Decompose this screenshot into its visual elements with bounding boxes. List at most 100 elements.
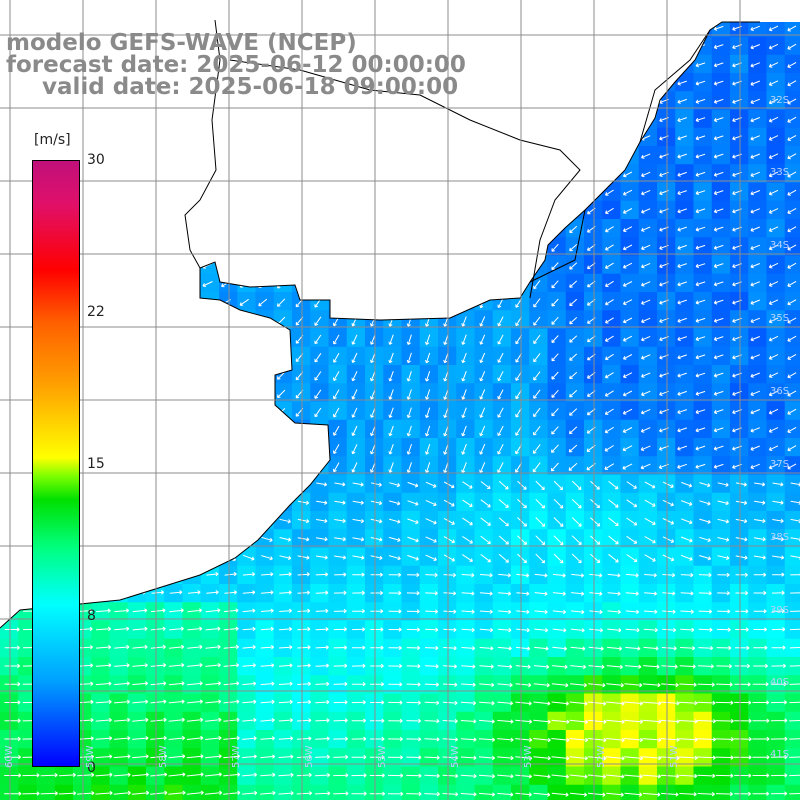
wind-arrow — [352, 482, 364, 487]
wind-arrow — [604, 445, 614, 452]
wind-arrow — [771, 681, 787, 687]
wind-arrow — [278, 754, 294, 759]
wind-arrow — [497, 407, 504, 418]
wind-arrow — [679, 664, 696, 669]
wind-arrow — [695, 135, 706, 141]
wind-arrow — [223, 772, 241, 777]
wind-arrow — [315, 645, 329, 650]
wind-arrow — [532, 462, 541, 473]
wind-arrow — [660, 755, 680, 761]
wind-arrow — [132, 681, 149, 686]
wind-arrow — [498, 499, 509, 508]
wind-arrow — [425, 443, 431, 455]
wind-arrow — [406, 664, 421, 669]
wind-arrow — [443, 554, 455, 562]
wind-arrow — [750, 244, 760, 250]
wind-arrow — [351, 425, 358, 436]
wind-arrow — [462, 481, 473, 489]
wind-arrow — [388, 352, 394, 364]
wind-arrow — [461, 316, 467, 327]
wind-arrow — [752, 755, 770, 760]
wind-arrow — [587, 719, 607, 725]
wind-arrow — [443, 609, 457, 614]
wind-arrow — [351, 736, 367, 741]
wind-arrow — [626, 535, 638, 544]
wind-arrow — [113, 754, 131, 759]
wind-arrow — [314, 772, 331, 778]
wind-arrow — [424, 664, 439, 669]
wind-arrow — [787, 80, 797, 87]
wind-arrow — [641, 226, 651, 232]
wind-arrow — [715, 791, 733, 797]
wind-arrow — [750, 409, 760, 415]
wind-arrow — [625, 628, 640, 633]
wind-arrow — [388, 518, 401, 524]
wind-arrow — [678, 737, 698, 742]
wind-arrow — [772, 537, 784, 542]
wind-arrow — [734, 755, 752, 760]
wind-arrow — [223, 717, 240, 723]
wind-arrow — [624, 774, 643, 779]
wind-arrow — [771, 645, 786, 650]
land-borders — [184, 19, 711, 299]
wind-arrow — [605, 226, 614, 233]
colorbar — [32, 160, 80, 767]
wind-arrow — [553, 498, 564, 509]
wind-arrow — [425, 481, 437, 488]
wind-arrow — [277, 298, 286, 307]
wind-arrow — [695, 244, 706, 250]
wind-arrow — [677, 463, 688, 469]
wind-arrow — [517, 480, 527, 490]
wind-arrow — [790, 590, 800, 595]
wind-arrow — [697, 737, 716, 742]
wind-arrow — [187, 699, 203, 704]
wind-arrow — [713, 171, 724, 177]
wind-arrow — [369, 791, 386, 796]
wind-arrow — [479, 371, 486, 382]
valid-date: valid date: 2025-06-18 09:00:00 — [42, 74, 459, 100]
wind-arrow — [533, 426, 541, 436]
wind-arrow — [279, 572, 292, 577]
wind-arrow — [695, 98, 706, 104]
wind-arrow — [77, 736, 94, 741]
wind-arrow — [132, 663, 148, 668]
wind-arrow — [535, 535, 546, 546]
wind-arrow — [768, 463, 779, 470]
wind-arrow — [622, 189, 633, 196]
wind-arrow — [607, 609, 621, 615]
wind-arrow — [186, 735, 204, 741]
wind-arrow — [4, 645, 20, 650]
wind-arrow — [333, 425, 340, 436]
wind-arrow — [515, 701, 532, 706]
wind-arrow — [533, 719, 551, 724]
wind-arrow — [677, 299, 687, 305]
wind-arrow — [443, 462, 449, 474]
wind-arrow — [713, 263, 724, 269]
wind-arrow — [717, 609, 731, 614]
wind-arrow — [296, 736, 312, 741]
wind-arrow — [662, 627, 677, 633]
wind-arrow — [334, 555, 347, 560]
wind-arrow — [605, 280, 614, 288]
wind-arrow — [406, 371, 412, 382]
wind-arrow — [680, 609, 694, 614]
wind-arrow — [713, 317, 724, 323]
wind-arrow — [608, 499, 619, 508]
wind-arrow — [570, 646, 586, 651]
wind-arrow — [333, 590, 347, 595]
wind-arrow — [334, 572, 347, 577]
wind-arrow — [187, 644, 203, 650]
wind-arrow — [168, 644, 185, 650]
wind-arrow — [750, 62, 760, 68]
wind-arrow — [641, 317, 651, 324]
wind-arrow — [622, 372, 633, 379]
wind-arrow — [169, 608, 184, 613]
wind-arrow — [479, 352, 486, 364]
wind-arrow — [113, 736, 131, 741]
wind-arrow — [461, 352, 467, 364]
wind-arrow — [551, 353, 559, 362]
wind-arrow — [571, 535, 582, 545]
wind-arrow — [316, 482, 328, 487]
wind-arrow — [750, 80, 760, 86]
wind-arrow — [113, 717, 131, 723]
